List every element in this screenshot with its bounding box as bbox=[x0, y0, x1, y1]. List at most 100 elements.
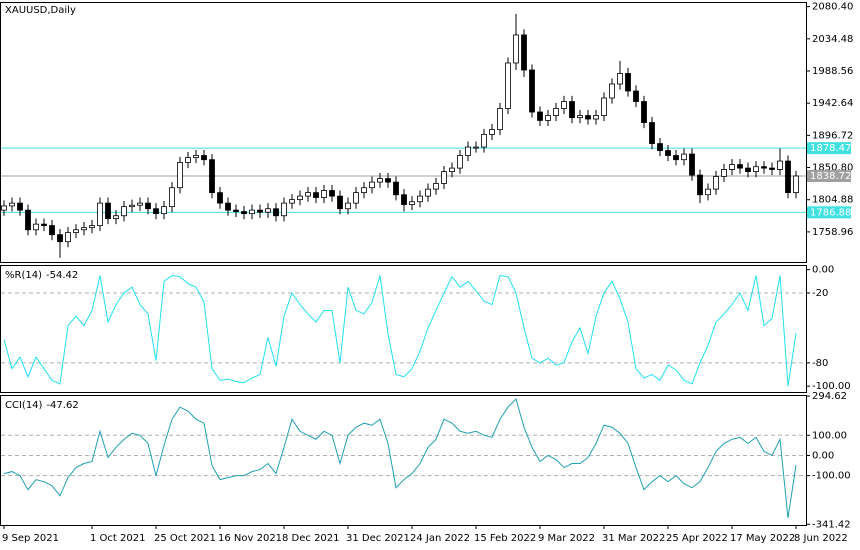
candle-body bbox=[665, 150, 671, 156]
x-tick-label: 17 May 2022 bbox=[730, 533, 795, 544]
indicator-value: -47.62 bbox=[46, 400, 78, 411]
candle-body bbox=[633, 90, 639, 102]
candle-body bbox=[369, 181, 375, 189]
candle-body bbox=[121, 206, 127, 217]
candle-body bbox=[553, 108, 559, 116]
y-tick-label: 2080.40 bbox=[812, 2, 853, 13]
y-tick-label: 0.00 bbox=[812, 450, 834, 461]
x-tick-label: 31 Mar 2022 bbox=[602, 533, 665, 544]
candle-body bbox=[713, 176, 719, 190]
candle-body bbox=[241, 211, 247, 215]
level-label: 1878.47 bbox=[810, 143, 851, 154]
candle-body bbox=[201, 155, 207, 161]
candle-body bbox=[209, 159, 215, 194]
candle-body bbox=[441, 171, 447, 184]
x-tick-label: 24 Jan 2022 bbox=[410, 533, 470, 544]
candle-body bbox=[529, 69, 535, 113]
x-tick-label: 9 Sep 2021 bbox=[2, 533, 59, 544]
y-tick-label: 100.00 bbox=[812, 430, 847, 441]
candle-body bbox=[25, 209, 31, 231]
candle-body bbox=[137, 202, 143, 206]
candle-body bbox=[761, 166, 767, 169]
x-tick-label: 25 Apr 2022 bbox=[666, 533, 728, 544]
indicator-name: CCI(14) bbox=[5, 400, 43, 411]
y-tick-label: 2034.48 bbox=[812, 34, 853, 45]
candle-body bbox=[1, 205, 7, 211]
candle-body bbox=[73, 229, 79, 233]
candle-body bbox=[217, 192, 223, 204]
candle-body bbox=[89, 225, 95, 229]
y-tick-label: -100.00 bbox=[812, 381, 851, 392]
y-tick-label: 1942.64 bbox=[812, 98, 853, 109]
candle-body bbox=[561, 101, 567, 109]
candle-body bbox=[569, 101, 575, 119]
y-tick-label: 0.00 bbox=[812, 265, 834, 276]
candle-body bbox=[361, 187, 367, 194]
candle-body bbox=[337, 195, 343, 210]
indicator-label: %R(14) -54.42 bbox=[5, 270, 78, 281]
candle-body bbox=[57, 234, 63, 243]
candle-body bbox=[641, 101, 647, 123]
candle-body bbox=[777, 160, 783, 170]
candle-body bbox=[449, 167, 455, 172]
candle-body bbox=[521, 34, 527, 71]
indicator-line bbox=[3, 398, 797, 519]
candle-body bbox=[385, 178, 391, 183]
candle-body bbox=[81, 227, 87, 231]
candle-body bbox=[233, 209, 239, 212]
candle-body bbox=[465, 146, 471, 156]
level-label: 1786.88 bbox=[810, 207, 851, 218]
y-tick-label: 294.62 bbox=[812, 391, 847, 402]
candle-body bbox=[265, 208, 271, 213]
candle-body bbox=[617, 73, 623, 85]
panel-frame bbox=[0, 2, 807, 263]
y-tick-label: -100.00 bbox=[812, 471, 851, 482]
candle-body bbox=[785, 160, 791, 194]
level-tag bbox=[807, 142, 851, 155]
y-tick-label: 1988.56 bbox=[812, 66, 853, 77]
candle-body bbox=[457, 155, 463, 169]
x-tick-label: 15 Feb 2022 bbox=[474, 533, 536, 544]
candle-body bbox=[65, 232, 71, 243]
candle-body bbox=[681, 153, 687, 161]
x-tick-label: 25 Oct 2021 bbox=[154, 533, 216, 544]
x-tick-label: 8 Jun 2022 bbox=[794, 533, 848, 544]
candle-body bbox=[793, 175, 799, 194]
candle-body bbox=[377, 178, 383, 183]
candle-body bbox=[601, 97, 607, 116]
candle-body bbox=[313, 192, 319, 198]
current-price-label: 1838.72 bbox=[810, 171, 851, 182]
candle-body bbox=[729, 164, 735, 170]
y-tick-label: 1804.88 bbox=[812, 195, 853, 206]
candle-body bbox=[169, 187, 175, 208]
y-tick-label: -20 bbox=[812, 288, 828, 299]
candle-body bbox=[225, 202, 231, 211]
candle-body bbox=[97, 202, 103, 226]
candle-body bbox=[649, 122, 655, 144]
candle-body bbox=[281, 202, 287, 217]
candle-body bbox=[289, 199, 295, 204]
candle-body bbox=[353, 192, 359, 204]
current-price-tag bbox=[807, 169, 851, 182]
candle-body bbox=[753, 166, 759, 172]
candle-body bbox=[129, 204, 135, 208]
y-tick-label: 1896.72 bbox=[812, 130, 853, 141]
candle-body bbox=[673, 155, 679, 161]
x-tick-label: 31 Dec 2021 bbox=[346, 533, 410, 544]
candle-body bbox=[321, 190, 327, 198]
candle-body bbox=[305, 192, 311, 197]
candle-body bbox=[33, 223, 39, 231]
candle-body bbox=[193, 155, 199, 158]
indicator-line bbox=[3, 274, 797, 387]
candle-body bbox=[161, 206, 167, 215]
x-tick-label: 9 Mar 2022 bbox=[538, 533, 595, 544]
candle-body bbox=[393, 181, 399, 196]
candle-body bbox=[609, 83, 615, 99]
level-tag bbox=[807, 206, 851, 219]
x-tick-label: 8 Dec 2021 bbox=[282, 533, 340, 544]
indicator-label: CCI(14) -47.62 bbox=[5, 400, 79, 411]
candle-body bbox=[505, 62, 511, 109]
candle-body bbox=[473, 146, 479, 149]
candle-body bbox=[657, 143, 663, 151]
candle-body bbox=[113, 215, 119, 219]
